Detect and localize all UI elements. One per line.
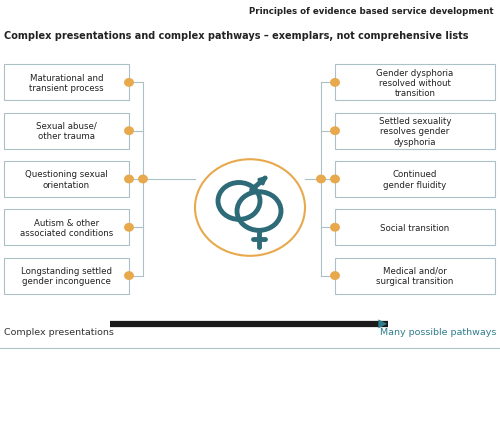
Circle shape: [331, 80, 339, 87]
FancyBboxPatch shape: [4, 113, 129, 149]
Circle shape: [139, 176, 147, 183]
Circle shape: [125, 127, 133, 135]
Circle shape: [331, 127, 339, 135]
Text: Medical and/or
surgical transition: Medical and/or surgical transition: [376, 266, 454, 286]
Text: Principles of evidence based service development: Principles of evidence based service dev…: [250, 7, 494, 16]
Text: Settled sexuality
resolves gender
dysphoria: Settled sexuality resolves gender dyspho…: [379, 117, 452, 146]
FancyBboxPatch shape: [335, 113, 495, 149]
Circle shape: [331, 272, 339, 280]
FancyBboxPatch shape: [335, 162, 495, 198]
Circle shape: [317, 176, 325, 183]
FancyBboxPatch shape: [335, 210, 495, 246]
Text: Social transition: Social transition: [380, 223, 450, 232]
Text: Complex presentations and complex pathways – exemplars, not comprehensive lists: Complex presentations and complex pathwa…: [4, 31, 468, 41]
Circle shape: [125, 80, 133, 87]
Circle shape: [125, 224, 133, 231]
FancyBboxPatch shape: [4, 210, 129, 246]
Text: Complex presentations: Complex presentations: [4, 328, 114, 337]
Circle shape: [125, 272, 133, 280]
Text: Continued
gender fluidity: Continued gender fluidity: [384, 170, 446, 189]
Text: Maturational and
transient process: Maturational and transient process: [29, 74, 104, 93]
Circle shape: [195, 160, 305, 256]
FancyBboxPatch shape: [4, 258, 129, 294]
Text: Many possible pathways: Many possible pathways: [380, 328, 496, 337]
FancyBboxPatch shape: [4, 65, 129, 101]
Circle shape: [331, 176, 339, 183]
Text: Sexual abuse/
other trauma: Sexual abuse/ other trauma: [36, 122, 97, 141]
Circle shape: [125, 176, 133, 183]
Circle shape: [331, 224, 339, 231]
Text: Autism & other
associated conditions: Autism & other associated conditions: [20, 218, 113, 237]
FancyBboxPatch shape: [335, 258, 495, 294]
FancyBboxPatch shape: [335, 65, 495, 101]
FancyBboxPatch shape: [4, 162, 129, 198]
Text: Questioning sexual
orientation: Questioning sexual orientation: [25, 170, 108, 189]
Text: Longstanding settled
gender inconguence: Longstanding settled gender inconguence: [21, 266, 112, 286]
Text: Gender dysphoria
resolved without
transition: Gender dysphoria resolved without transi…: [376, 68, 454, 98]
